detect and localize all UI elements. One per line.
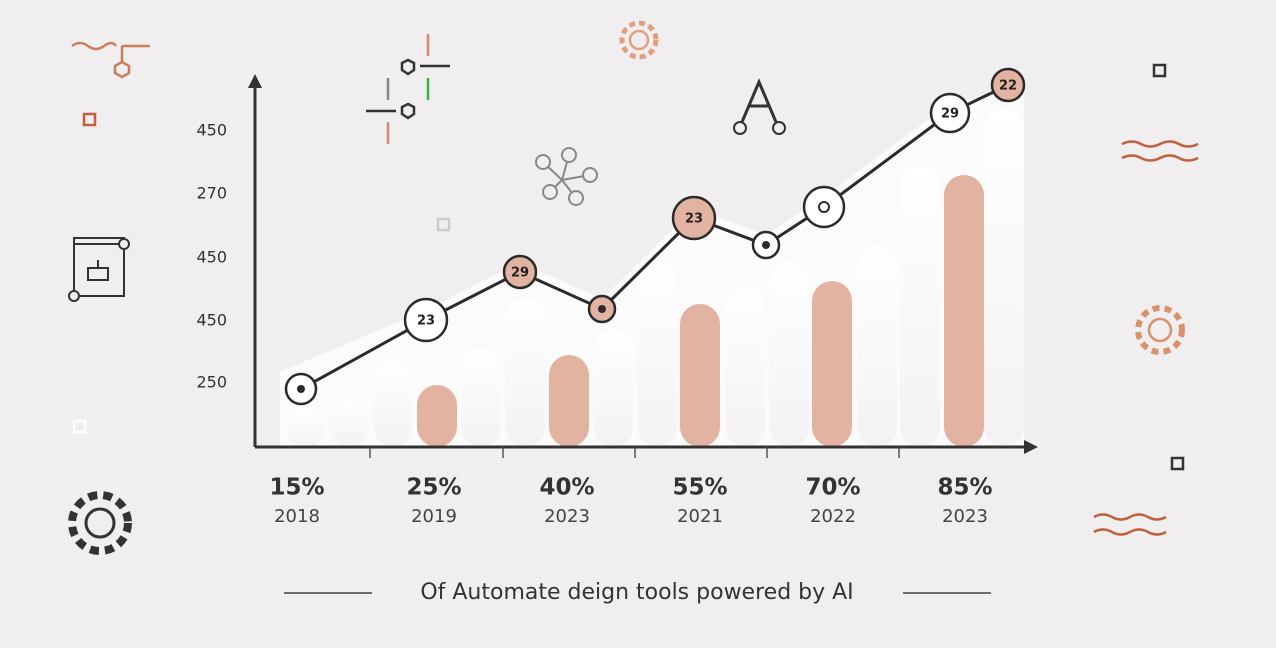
ghost-bar — [329, 402, 369, 447]
point — [929, 92, 971, 134]
year-label: 2021 — [677, 506, 723, 527]
point — [403, 297, 449, 343]
labels: 450 270 450 450 250 15% 2018 25% 2019 40% 2023 55% 2… — [196, 121, 992, 528]
year-label: 2023 — [544, 506, 590, 527]
x-separators — [369, 447, 900, 458]
point — [671, 195, 717, 241]
percent-label: 70% — [805, 475, 860, 501]
point — [802, 185, 846, 229]
bar — [417, 385, 457, 447]
point-dot — [297, 385, 305, 393]
ghost-bar — [285, 410, 325, 447]
point-dot — [818, 201, 830, 213]
percent-label: 15% — [269, 475, 324, 501]
point-label: 29 — [941, 107, 959, 122]
point-dot — [598, 305, 606, 313]
bars — [285, 110, 1024, 447]
y-label: 250 — [196, 373, 227, 392]
year-label: 2019 — [411, 506, 457, 527]
point-label: 29 — [511, 266, 529, 281]
ghost-bar — [505, 298, 545, 447]
point — [990, 67, 1026, 103]
ghost-bar — [593, 330, 633, 447]
ghost-bar — [373, 360, 413, 447]
caption: Of Automate deign tools powered by AI — [420, 580, 853, 605]
y-label: 270 — [196, 184, 227, 203]
y-label: 450 — [196, 121, 227, 140]
percent-label: 25% — [406, 475, 461, 501]
point-dot — [762, 241, 770, 249]
ghost-bar — [900, 166, 940, 447]
ghost-bar — [461, 348, 501, 447]
year-label: 2022 — [810, 506, 856, 527]
percent-label: 40% — [539, 475, 594, 501]
ghost-bar — [857, 246, 897, 447]
bar — [944, 175, 984, 447]
points: 23 29 23 29 22 — [284, 67, 1026, 406]
point-label: 23 — [685, 212, 703, 227]
point-label: 23 — [417, 314, 435, 329]
ghost-bar — [637, 262, 677, 447]
ghost-bar — [725, 288, 765, 447]
ghost-bar — [984, 110, 1024, 447]
y-label: 450 — [196, 248, 227, 267]
year-label: 2023 — [942, 506, 988, 527]
bar — [549, 355, 589, 447]
decorations — [68, 20, 1199, 555]
year-label: 2018 — [274, 506, 320, 527]
percent-label: 85% — [937, 475, 992, 501]
ghost-bar — [769, 262, 809, 447]
y-label: 450 — [196, 311, 227, 330]
point — [502, 254, 538, 290]
point-label: 22 — [999, 79, 1017, 94]
bar — [812, 281, 852, 447]
bar — [680, 304, 720, 447]
percent-label: 55% — [672, 475, 727, 501]
